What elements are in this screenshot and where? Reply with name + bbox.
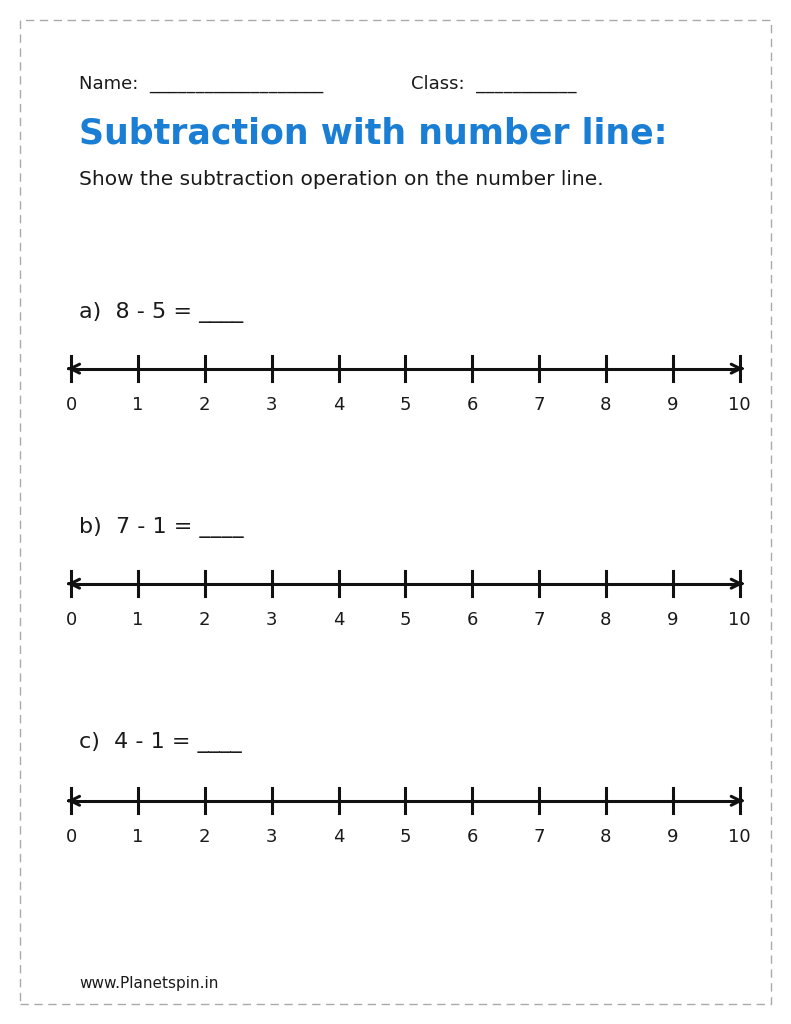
Text: 10: 10 xyxy=(729,611,751,630)
Text: 10: 10 xyxy=(729,396,751,415)
Text: 5: 5 xyxy=(399,396,411,415)
Text: 4: 4 xyxy=(333,396,344,415)
Text: 7: 7 xyxy=(533,396,545,415)
Text: b)  7 - 1 = ____: b) 7 - 1 = ____ xyxy=(79,517,244,538)
Text: 9: 9 xyxy=(667,828,679,847)
Text: 3: 3 xyxy=(266,396,278,415)
Text: Subtraction with number line:: Subtraction with number line: xyxy=(79,116,668,151)
Text: 1: 1 xyxy=(132,611,144,630)
Text: 8: 8 xyxy=(600,396,611,415)
Text: 6: 6 xyxy=(467,828,478,847)
Text: 2: 2 xyxy=(199,828,210,847)
Text: Name:  ___________________: Name: ___________________ xyxy=(79,75,324,93)
Text: www.Planetspin.in: www.Planetspin.in xyxy=(79,976,218,990)
Text: 9: 9 xyxy=(667,396,679,415)
Text: 6: 6 xyxy=(467,396,478,415)
Text: 7: 7 xyxy=(533,828,545,847)
Text: 2: 2 xyxy=(199,611,210,630)
Text: 4: 4 xyxy=(333,828,344,847)
Text: 0: 0 xyxy=(66,828,77,847)
Text: 5: 5 xyxy=(399,828,411,847)
Text: 7: 7 xyxy=(533,611,545,630)
Text: a)  8 - 5 = ____: a) 8 - 5 = ____ xyxy=(79,302,243,323)
Text: 1: 1 xyxy=(132,828,144,847)
Text: 8: 8 xyxy=(600,611,611,630)
Text: 3: 3 xyxy=(266,828,278,847)
Text: 4: 4 xyxy=(333,611,344,630)
Text: 5: 5 xyxy=(399,611,411,630)
Text: Class:  ___________: Class: ___________ xyxy=(411,75,577,93)
Text: Show the subtraction operation on the number line.: Show the subtraction operation on the nu… xyxy=(79,170,604,188)
Text: 10: 10 xyxy=(729,828,751,847)
Text: 0: 0 xyxy=(66,396,77,415)
Text: 6: 6 xyxy=(467,611,478,630)
Text: 9: 9 xyxy=(667,611,679,630)
Text: 8: 8 xyxy=(600,828,611,847)
Text: 2: 2 xyxy=(199,396,210,415)
Text: 3: 3 xyxy=(266,611,278,630)
Text: c)  4 - 1 = ____: c) 4 - 1 = ____ xyxy=(79,732,242,753)
Text: 1: 1 xyxy=(132,396,144,415)
Text: 0: 0 xyxy=(66,611,77,630)
